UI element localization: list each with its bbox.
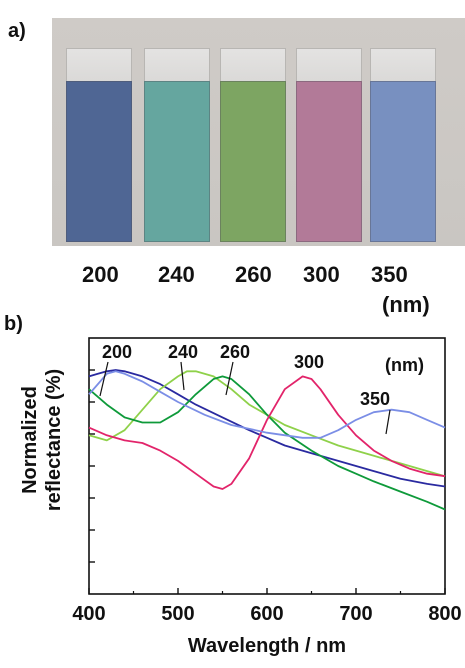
x-axis-label: Wavelength / nm bbox=[188, 635, 346, 657]
sample-label-350: 350 bbox=[371, 262, 408, 287]
photonic-film bbox=[144, 81, 210, 242]
cuvette-200 bbox=[66, 48, 132, 242]
cuvette-240 bbox=[144, 48, 210, 242]
sample-label-200: 200 bbox=[82, 262, 119, 287]
sample-label-240: 240 bbox=[158, 262, 195, 287]
x-tick-label: 700 bbox=[339, 603, 372, 625]
series-label-260: 260 bbox=[220, 342, 250, 362]
series-label-300: 300 bbox=[294, 352, 324, 372]
series-line-200 bbox=[88, 369, 446, 488]
chart-unit-label: (nm) bbox=[385, 355, 424, 375]
photonic-film bbox=[296, 81, 362, 242]
x-tick-label: 500 bbox=[161, 603, 194, 625]
y-axis-label-line2: reflectance (%) bbox=[43, 368, 65, 512]
photonic-film bbox=[370, 81, 436, 242]
sample-label-260: 260 bbox=[235, 262, 272, 287]
x-tick-label: 400 bbox=[72, 603, 105, 625]
y-axis-label: Normalized reflectance (%) bbox=[18, 355, 66, 525]
series-line-350 bbox=[88, 370, 446, 439]
series-line-260 bbox=[88, 375, 446, 511]
photonic-film bbox=[220, 81, 286, 242]
series-label-350: 350 bbox=[360, 389, 390, 409]
cuvette-300 bbox=[296, 48, 362, 242]
x-tick-label: 600 bbox=[250, 603, 283, 625]
panel-b-label: b) bbox=[4, 313, 23, 335]
y-axis-label-line1: Normalized bbox=[19, 386, 41, 494]
cuvette-350 bbox=[370, 48, 436, 242]
series-line-240 bbox=[88, 370, 446, 478]
unit-label-a: (nm) bbox=[382, 292, 430, 317]
series-line-300 bbox=[88, 375, 446, 490]
x-tick-label: 800 bbox=[428, 603, 461, 625]
pointer-200 bbox=[99, 361, 109, 397]
pointer-350 bbox=[385, 409, 391, 435]
series-label-240: 240 bbox=[168, 342, 198, 362]
series-label-200: 200 bbox=[102, 342, 132, 362]
cuvette-photo bbox=[52, 18, 465, 246]
sample-label-300: 300 bbox=[303, 262, 340, 287]
photonic-film bbox=[66, 81, 132, 242]
panel-a-label: a) bbox=[8, 20, 26, 42]
pointer-240 bbox=[180, 361, 185, 391]
pointer-260 bbox=[225, 361, 234, 396]
cuvette-260 bbox=[220, 48, 286, 242]
